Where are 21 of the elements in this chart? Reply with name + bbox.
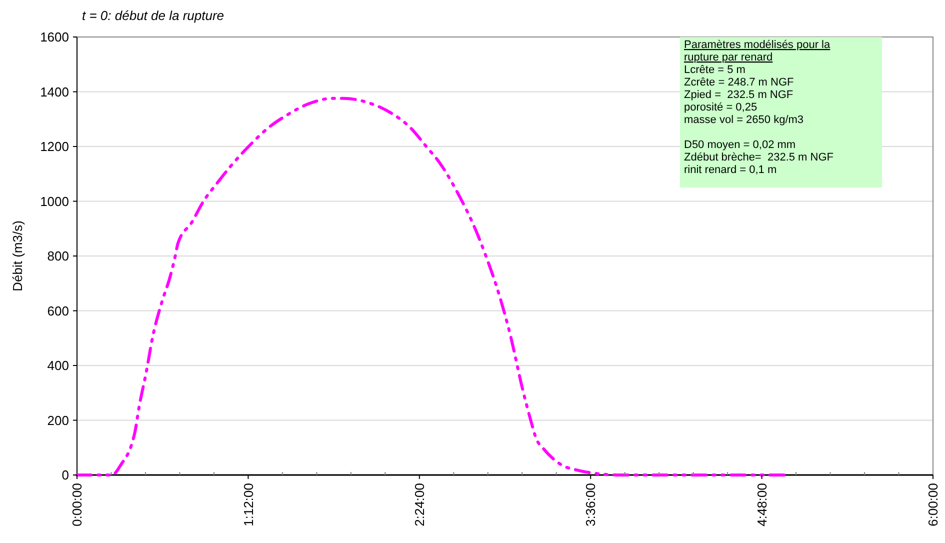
x-tick-label: 3:36:00: [583, 483, 598, 526]
y-tick-label: 1400: [40, 84, 69, 100]
y-tick-label: 600: [47, 303, 69, 318]
annotation: D50 moyen = 0,02 mm Zdébut brèche= 232.5 m NGF rinit renard = 0,1 m: [684, 139, 834, 176]
y-tick-label: 0: [62, 468, 69, 483]
x-tick-label: 1:12:00: [240, 483, 256, 526]
x-tick-label: 0:00:00: [70, 483, 85, 526]
y-tick-label: 200: [47, 412, 69, 428]
x-tick-label: 2:24:00: [412, 483, 427, 526]
annotation: Paramètres modélisés pour la rupture par renard: [684, 39, 832, 64]
y-tick-label: 1600: [40, 30, 69, 45]
x-tick-label: 4:48:00: [754, 483, 770, 526]
y-tick-label: 800: [47, 248, 69, 264]
y-tick-label: 1200: [40, 139, 69, 154]
x-tick-label: 6:00:00: [926, 483, 941, 526]
annotation: Lcrête = 5 m Zcrête = 248.7 m NGF Zpied = 232.5 m NGF porosité = 0,25 masse vol = 2650 kg/m3: [684, 64, 804, 126]
y-axis-title: Débit (m3/s): [10, 220, 25, 292]
y-tick-label: 400: [47, 358, 69, 374]
chart-title: t = 0: début de la rupture: [82, 8, 224, 23]
note-box: Paramètres modélisés pour la rupture par renard Lcrête = 5 m Zcrête = 248.7 m NGF Zpied = 232.5 m NGF porosité = 0,25 masse vol = 2650 kg/m3 D50 moyen = 0,02 mm Zdébut brèche= 232.5 m NGF rinit renard = 0,1 m: [680, 37, 882, 188]
y-tick-label: 1000: [40, 194, 69, 209]
